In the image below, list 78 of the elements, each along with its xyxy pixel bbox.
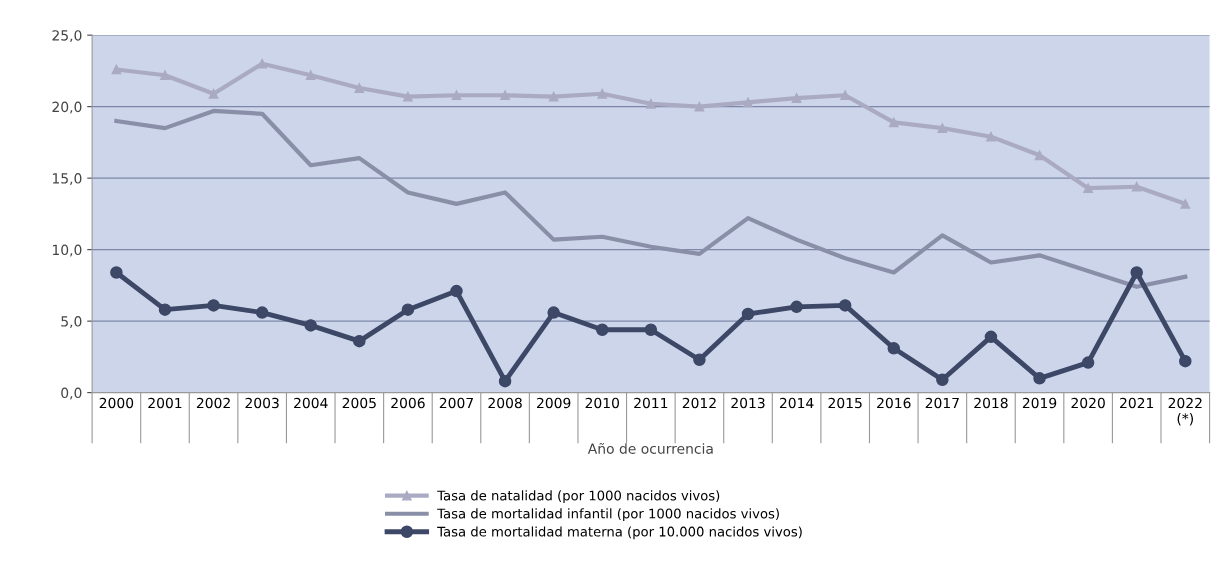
point bbox=[110, 266, 123, 279]
y-tick-label: 20,0 bbox=[52, 101, 82, 114]
x-tick-label: 2017 bbox=[925, 397, 959, 409]
point bbox=[354, 83, 365, 93]
point bbox=[741, 307, 755, 321]
point bbox=[208, 88, 219, 99]
point bbox=[694, 101, 705, 112]
point bbox=[887, 342, 901, 355]
point bbox=[547, 306, 560, 319]
point bbox=[986, 131, 996, 142]
y-tick-label: 5,0 bbox=[61, 316, 82, 329]
x-tick-label: 2021 bbox=[1120, 397, 1154, 409]
y-tick-label: 25,0 bbox=[52, 30, 82, 43]
x-tick-label: 2000 bbox=[99, 397, 134, 409]
point bbox=[1131, 181, 1142, 192]
point bbox=[838, 299, 852, 312]
x-tick-label: 2013 bbox=[731, 397, 765, 409]
point bbox=[597, 88, 608, 99]
point bbox=[450, 284, 463, 298]
point bbox=[1180, 199, 1191, 209]
x-tick-label: 2014 bbox=[779, 397, 814, 409]
y-tick-label: 10,0 bbox=[52, 244, 82, 257]
point bbox=[936, 373, 949, 387]
x-tick-label: 2006 bbox=[391, 397, 425, 409]
point bbox=[353, 334, 366, 348]
x-tick-label: 2015 bbox=[828, 397, 862, 409]
x-tick-label: 2004 bbox=[294, 397, 328, 409]
point bbox=[304, 319, 317, 332]
point bbox=[548, 91, 559, 102]
point bbox=[158, 303, 172, 316]
x-tick-label: 2016 bbox=[877, 397, 911, 409]
point bbox=[743, 97, 753, 108]
point bbox=[401, 303, 415, 316]
point bbox=[693, 353, 706, 366]
x-tick-label: 2005 bbox=[342, 397, 376, 409]
point bbox=[498, 374, 512, 388]
y-tick-label: 0,0 bbox=[61, 387, 82, 400]
point bbox=[644, 323, 658, 336]
x-tick-label: 2012 bbox=[682, 397, 716, 409]
point bbox=[160, 70, 170, 81]
point bbox=[305, 70, 316, 81]
point bbox=[1130, 266, 1143, 279]
y-tick-label: 15,0 bbox=[52, 173, 82, 186]
x-tick-label: 2003 bbox=[245, 397, 279, 409]
point bbox=[257, 58, 268, 69]
x-tick-label: 2007 bbox=[439, 397, 473, 409]
point bbox=[596, 323, 609, 336]
point bbox=[791, 93, 802, 103]
point bbox=[790, 300, 803, 314]
point bbox=[888, 117, 899, 128]
legend-label: Tasa de natalidad (por 1000 nacidos vivos) bbox=[437, 490, 720, 504]
x-tick-label: 2011 bbox=[634, 397, 668, 409]
point bbox=[111, 64, 122, 75]
point bbox=[255, 306, 269, 319]
x-tick-label: 2010 bbox=[585, 397, 619, 409]
x-tick-label: 2020 bbox=[1071, 397, 1105, 409]
x-tick-label: 2002 bbox=[196, 397, 230, 409]
point bbox=[1083, 183, 1093, 194]
x-tick-label: 2001 bbox=[148, 397, 182, 409]
x-tick-label: 2009 bbox=[537, 397, 571, 409]
x-tick-label: 2008 bbox=[488, 397, 522, 409]
point bbox=[1033, 372, 1046, 385]
point bbox=[403, 91, 413, 102]
point bbox=[984, 330, 998, 344]
x-tick-label: 2018 bbox=[974, 397, 1008, 409]
line-series bbox=[114, 108, 1188, 289]
x-axis-title: Año de ocurrencia bbox=[587, 442, 713, 454]
point bbox=[1179, 354, 1192, 368]
legend-label: Tasa de mortalidad materna (por 10.000 nacidos vivos) bbox=[437, 526, 802, 540]
x-tick-label: 2022 (*) bbox=[1168, 397, 1202, 426]
x-tick-label: 2019 bbox=[1022, 397, 1057, 409]
legend-label: Tasa de mortalidad infantil (por 1000 nacidos vivos) bbox=[437, 508, 779, 522]
point bbox=[207, 299, 220, 312]
point bbox=[937, 123, 948, 133]
point bbox=[645, 98, 656, 109]
point bbox=[451, 90, 462, 101]
point bbox=[1081, 356, 1095, 369]
point bbox=[500, 90, 510, 101]
